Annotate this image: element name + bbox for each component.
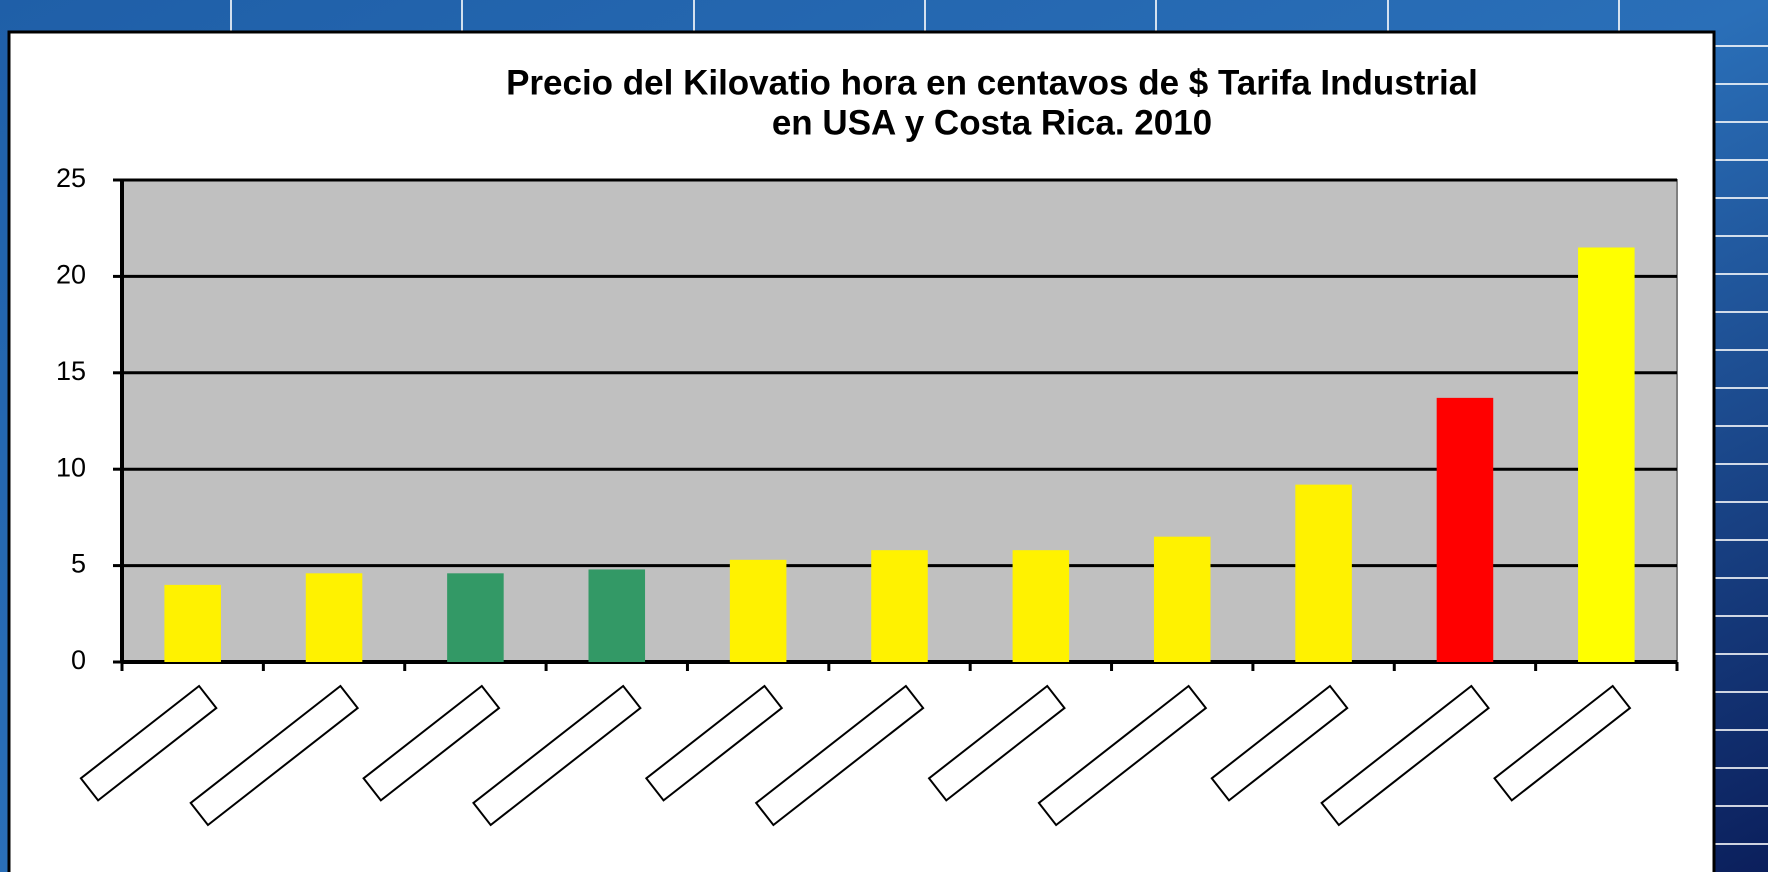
bar (588, 569, 646, 662)
bar (305, 573, 363, 662)
bar (447, 573, 504, 662)
bar (1578, 247, 1635, 663)
y-tick-label: 20 (56, 260, 86, 290)
x-label-box (79, 684, 218, 802)
x-label-box (362, 684, 501, 802)
bar (871, 550, 928, 662)
bar (1295, 484, 1352, 662)
y-tick-label: 15 (56, 356, 86, 386)
bar (1012, 550, 1070, 662)
y-tick-label: 5 (71, 549, 86, 579)
background-grid (230, 0, 1768, 845)
y-tick-label: 10 (56, 452, 86, 482)
x-label-box (1210, 684, 1349, 802)
bar (164, 584, 221, 662)
bar (1153, 536, 1211, 662)
x-label-box (472, 684, 642, 827)
x-label-box (1037, 684, 1208, 827)
bar (1436, 397, 1494, 662)
x-label-box (1493, 684, 1632, 802)
bar (729, 559, 787, 662)
x-label-box (644, 684, 784, 802)
y-tick-label: 25 (56, 163, 86, 193)
x-label-box (189, 684, 360, 827)
x-label-box (927, 684, 1066, 802)
chart-title: Precio del Kilovatio hora en centavos de… (506, 63, 1478, 102)
x-label-box (1320, 684, 1490, 827)
chart-title: en USA y Costa Rica. 2010 (772, 103, 1212, 142)
y-tick-label: 0 (71, 645, 86, 675)
x-label-box (754, 684, 925, 827)
